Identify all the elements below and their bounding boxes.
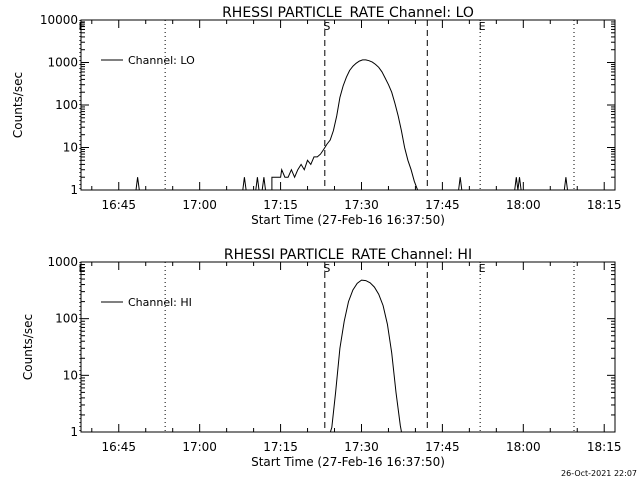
chart-title: RHESSI PARTICLE_RATE Channel: LO — [222, 5, 474, 21]
x-tick-label: 18:15 — [587, 198, 622, 212]
x-tick-label: 17:00 — [182, 440, 217, 454]
y-tick-label: 1000 — [47, 255, 78, 269]
x-tick-label: 17:30 — [344, 440, 379, 454]
event-marker-label: E — [479, 20, 486, 33]
y-tick-label: 1 — [70, 425, 78, 439]
series-line — [81, 59, 615, 190]
x-tick-label: 17:45 — [425, 440, 460, 454]
series-line — [329, 279, 402, 432]
x-tick-label: 18:00 — [506, 198, 541, 212]
x-tick-label: 17:00 — [182, 198, 217, 212]
x-tick-label: 17:15 — [263, 440, 298, 454]
y-tick-label: 10 — [63, 141, 78, 155]
y-tick-label: 10000 — [40, 13, 78, 27]
event-marker-label: S — [323, 20, 330, 33]
panel-hi-channel: RHESSI PARTICLE_RATE Channel: HI 1 10 100 10… — [21, 247, 622, 469]
y-tick-label: 10 — [63, 368, 78, 382]
x-tick-label: 16:45 — [101, 198, 136, 212]
y-tick-label: 1000 — [47, 56, 78, 70]
y-tick-label: 100 — [55, 98, 78, 112]
x-tick-label: 16:45 — [101, 440, 136, 454]
event-marker-label: S — [323, 262, 330, 275]
generation-timestamp: 26-Oct-2021 22:07 — [561, 469, 637, 478]
panel-lo-channel: RHESSI PARTICLE_RATE Channel: LO 1 10 100 10… — [11, 5, 622, 227]
event-marker-label: E — [78, 262, 85, 275]
legend-label: Channel: HI — [128, 296, 192, 309]
y-axis-label: Counts/sec — [21, 314, 35, 380]
event-marker-label: E — [479, 262, 486, 275]
event-marker-label: E — [78, 20, 85, 33]
plot-frame — [80, 19, 616, 191]
chart-title: RHESSI PARTICLE_RATE Channel: HI — [224, 247, 472, 263]
y-tick-label: 1 — [70, 183, 78, 197]
y-tick-label: 100 — [55, 312, 78, 326]
x-tick-label: 17:45 — [425, 198, 460, 212]
x-tick-label: 18:15 — [587, 440, 622, 454]
x-tick-label: 17:15 — [263, 198, 298, 212]
legend-label: Channel: LO — [128, 54, 195, 67]
plot-frame — [80, 261, 616, 433]
x-tick-label: 17:30 — [344, 198, 379, 212]
x-axis-label: Start Time (27-Feb-16 16:37:50) — [251, 455, 445, 469]
x-tick-label: 18:00 — [506, 440, 541, 454]
y-axis-label: Counts/sec — [11, 72, 25, 138]
x-axis-label: Start Time (27-Feb-16 16:37:50) — [251, 213, 445, 227]
